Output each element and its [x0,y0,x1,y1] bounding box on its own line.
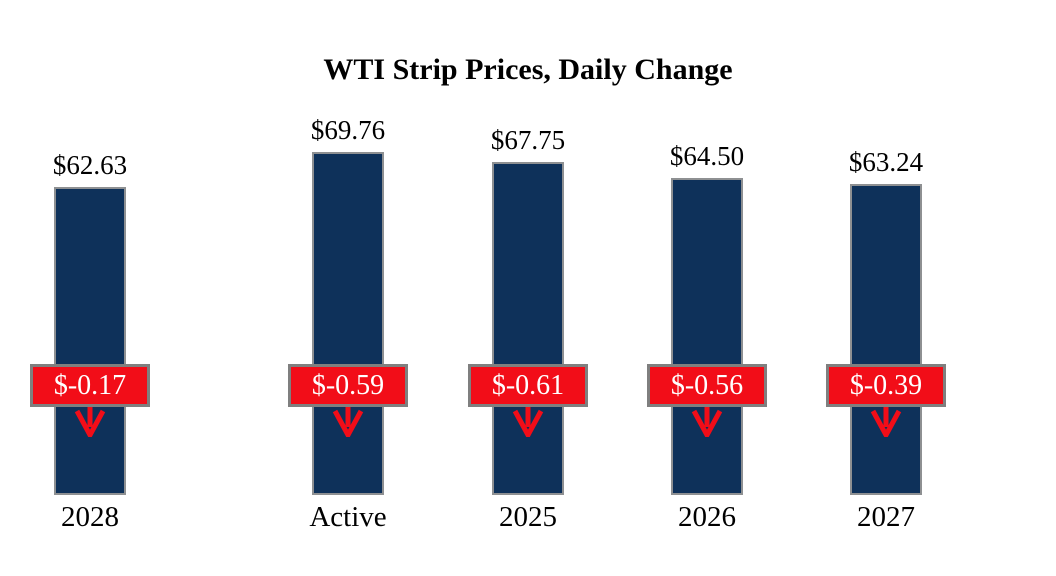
category-label: 2028 [61,501,119,533]
bar-group-2026: $64.50 $-0.56 2026 [617,0,797,576]
chart-title: WTI Strip Prices, Daily Change [323,53,733,86]
change-badge: $-0.61 [468,364,588,407]
change-badge-label: $-0.61 [491,370,565,401]
bar-group-2027: $63.24 $-0.39 2027 [796,0,976,576]
change-badge: $-0.56 [647,364,767,407]
value-label: $69.76 [310,115,386,145]
change-badge: $-0.59 [288,364,408,407]
value-label: $64.50 [669,141,745,171]
category-label: 2026 [678,501,736,533]
category-label: 2027 [857,501,915,533]
bar [492,162,564,495]
bar [312,152,384,495]
bar-group-2028: $62.63 $-0.17 2028 [0,0,180,576]
bar [850,184,922,495]
down-arrow-icon [690,406,724,441]
value-label: $62.63 [52,150,128,180]
down-arrow-icon [331,406,365,441]
change-badge-label: $-0.56 [670,370,744,401]
bar [671,178,743,495]
bar [54,187,126,495]
value-label: $67.75 [490,125,566,155]
bar-group-2025: $67.75 $-0.61 2025 [438,0,618,576]
change-badge-label: $-0.39 [849,370,923,401]
change-badge-label: $-0.17 [53,370,127,401]
category-label: 2025 [499,501,557,533]
category-label: Active [309,501,387,533]
bar-group-active: $69.76 $-0.59 Active [258,0,438,576]
change-badge-label: $-0.59 [311,370,385,401]
change-badge: $-0.17 [30,364,150,407]
value-label: $63.24 [848,147,924,177]
down-arrow-icon [511,406,545,441]
change-badge: $-0.39 [826,364,946,407]
down-arrow-icon [869,406,903,441]
down-arrow-icon [73,406,107,441]
